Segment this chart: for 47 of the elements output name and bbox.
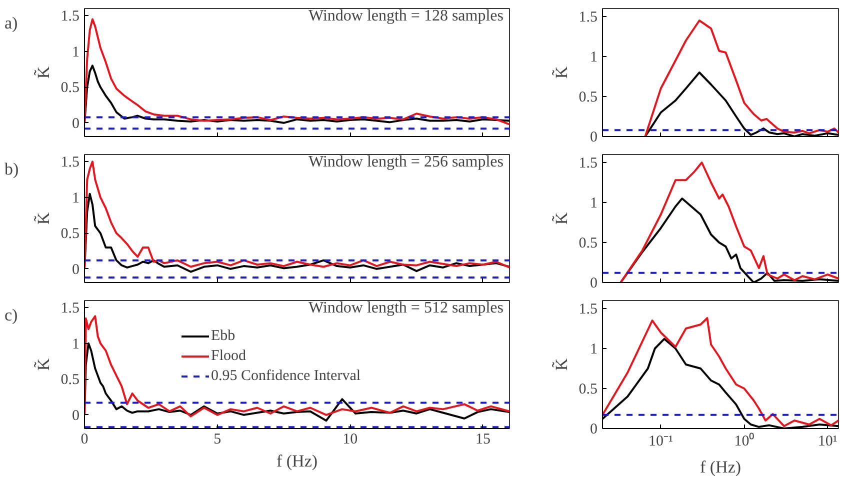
annotation: Window length = 512 samples xyxy=(308,300,504,316)
legend-label: Ebb xyxy=(211,328,236,344)
y-tick-label: 1.5 xyxy=(578,156,598,172)
annotation: Window length = 256 samples xyxy=(308,154,504,170)
y-tick-label: 1 xyxy=(72,44,80,60)
x-axis-title: f (Hz) xyxy=(700,458,742,476)
y-tick-label: 1 xyxy=(72,336,80,352)
y-axis-title: K̃ xyxy=(33,358,53,371)
y-tick-label: 0.5 xyxy=(60,226,80,242)
x-tick-label: 15 xyxy=(475,432,490,448)
y-tick-label: 0.5 xyxy=(578,382,598,398)
y-tick-label: 0 xyxy=(590,130,598,146)
annotation: Window length = 128 samples xyxy=(308,8,504,24)
y-tick-label: 0 xyxy=(72,116,80,132)
text: a) xyxy=(4,14,18,32)
y-tick-label: 0 xyxy=(72,262,80,278)
x-axis-title: f (Hz) xyxy=(276,452,318,470)
y-axis-title: K̃ xyxy=(551,358,571,371)
y-tick-label: 1.5 xyxy=(60,8,80,25)
legend-label: Flood xyxy=(211,348,246,364)
y-tick-label: 1.5 xyxy=(578,302,598,318)
x-tick-label: 10⁻¹ xyxy=(648,434,674,450)
y-tick-label: 1.5 xyxy=(60,154,80,171)
x-tick-label: 10¹ xyxy=(818,434,838,450)
y-axis-title: K̃ xyxy=(33,212,53,225)
y-tick-label: 1 xyxy=(590,196,598,212)
y-tick-label: 0.5 xyxy=(578,90,598,106)
y-axis-title: K̃ xyxy=(551,66,571,79)
y-tick-label: 1.5 xyxy=(578,10,598,26)
y-tick-label: 1.5 xyxy=(60,300,80,317)
y-tick-label: 0.5 xyxy=(578,236,598,252)
y-tick-label: 0 xyxy=(590,276,598,292)
y-tick-label: 0.5 xyxy=(60,80,80,96)
legend-label: 0.95 Confidence Interval xyxy=(211,368,361,384)
text: c) xyxy=(4,306,18,324)
x-tick-label: 10⁰ xyxy=(734,432,754,450)
y-tick-label: 0.5 xyxy=(60,372,80,388)
y-tick-label: 1 xyxy=(72,190,80,206)
y-tick-label: 0 xyxy=(590,422,598,438)
y-axis-title: K̃ xyxy=(551,212,571,225)
text: b) xyxy=(4,160,19,178)
y-tick-label: 0 xyxy=(72,408,80,424)
x-tick-label: 10 xyxy=(342,432,358,448)
y-axis-title: K̃ xyxy=(33,66,53,79)
y-tick-label: 1 xyxy=(590,342,598,358)
y-tick-label: 1 xyxy=(590,50,598,66)
x-tick-label: 5 xyxy=(214,432,222,448)
